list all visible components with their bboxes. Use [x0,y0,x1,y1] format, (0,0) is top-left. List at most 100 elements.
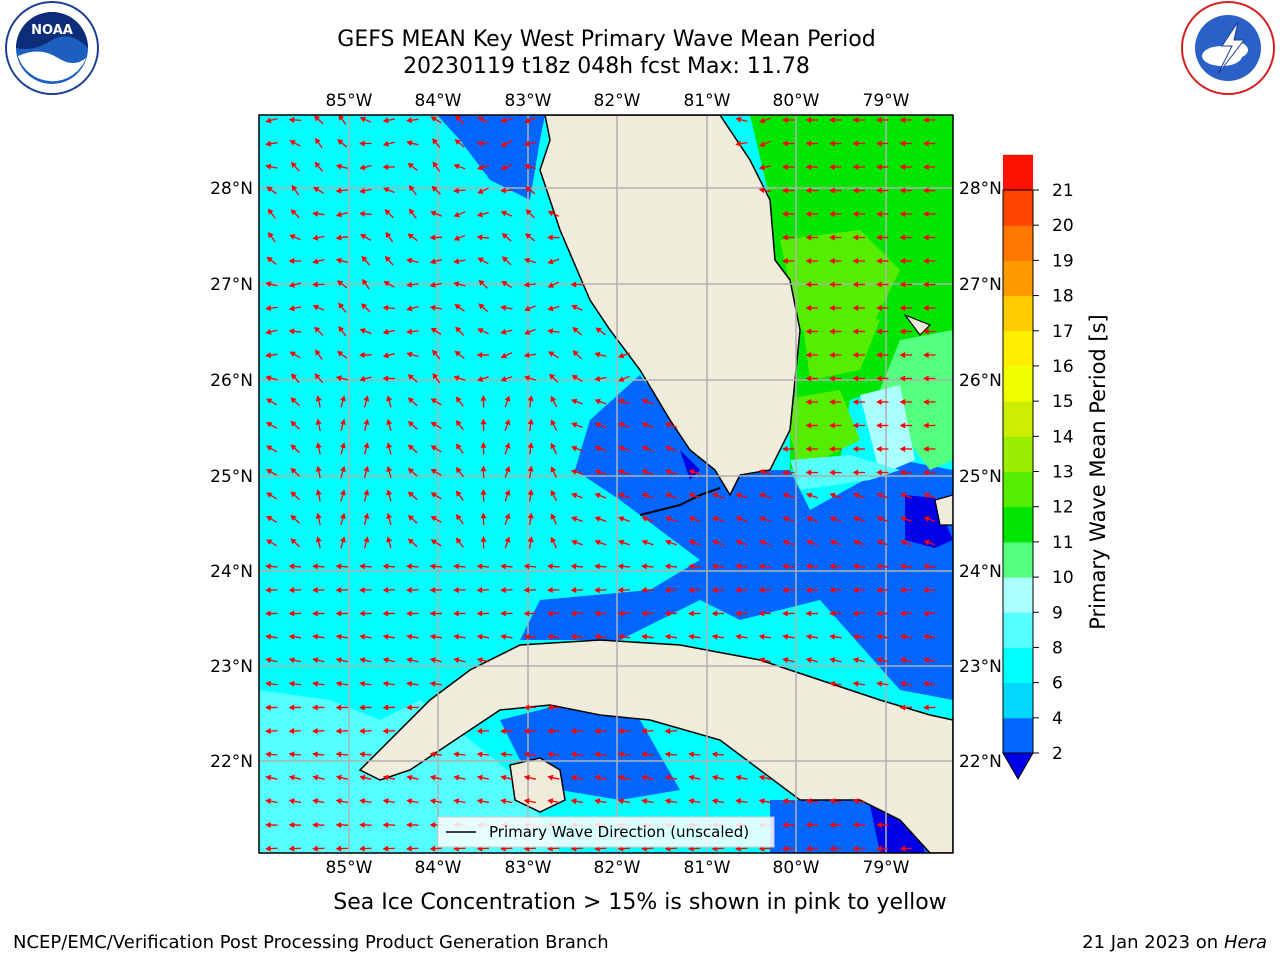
wave-arrow-head [782,587,788,594]
wave-arrow-head [359,328,366,334]
wave-arrow-head [525,209,532,216]
wave-arrow-head [594,587,600,594]
wave-arrow-head [363,536,370,543]
wave-arrow-head [382,164,389,171]
wave-arrow-head [291,373,297,380]
wave-arrow-head [782,821,788,828]
wave-arrow-head [429,563,436,570]
wave-arrow-head [829,257,835,265]
wave-arrow-head [523,563,530,570]
wave-arrow-head [782,516,789,522]
wave-arrow-head [429,845,436,852]
wave-arrow-head [571,469,578,475]
wave-arrow-head [430,445,437,451]
wave-arrow-head [288,633,295,640]
wave-arrow-head [688,774,695,781]
wave-arrow-head [829,610,835,617]
wave-arrow-head [312,281,318,288]
wave-arrow-head [571,375,578,381]
wave-arrow-head [617,798,624,805]
wave-arrow-head [594,774,601,781]
colorbar-segment [1003,225,1033,261]
wave-arrow-head [805,610,812,617]
wave-arrow-head [899,657,906,664]
wave-arrow-head [314,326,321,333]
wave-arrow-head [455,490,462,497]
colorbar-tick-label: 21 [1052,181,1074,201]
colorbar-tick-label: 17 [1052,322,1074,342]
footer-date-text: 21 Jan 2023 on [1082,932,1224,953]
wave-arrow-head [641,751,647,758]
wave-arrow-head [594,798,601,805]
wave-arrow-head [547,728,553,735]
wave-arrow-head [480,536,487,542]
wave-arrow-head [829,210,835,218]
wave-arrow-head [359,633,366,640]
wave-arrow-head [476,211,484,218]
wave-arrow-head [571,398,578,405]
colorbar-segment [1003,541,1033,578]
lat-label: 27°N [959,275,1002,295]
wave-arrow-head [852,257,859,265]
wave-arrow-head [805,563,812,570]
colorbar-tick-label: 13 [1052,463,1074,483]
wave-arrow-head [288,728,295,735]
wave-arrow-head [455,115,462,122]
wave-arrow-head [829,845,835,852]
wave-arrow-head [805,187,812,194]
wave-arrow-head [407,444,414,451]
wave-arrow-head [289,234,296,240]
wave-arrow-head [359,657,366,664]
wave-arrow-head [594,633,601,640]
wave-arrow-head [455,326,462,333]
wave-arrow-head [805,657,812,664]
wave-arrow-head [899,563,906,570]
wave-arrow-head [337,280,344,287]
wave-arrow-head [407,515,414,521]
wave-arrow-head [758,798,765,805]
wave-arrow-head [312,563,318,570]
wave-arrow-head [382,140,389,147]
wave-arrow-head [876,610,882,617]
wave-arrow-head [315,418,322,425]
wave-arrow-head [758,845,765,852]
wave-arrow-head [805,445,812,453]
lon-label: 84°W [415,91,462,111]
wave-arrow-head [547,305,554,312]
lat-label: 24°N [959,562,1002,582]
wave-arrow-head [923,351,929,359]
wave-arrow-head [363,465,370,472]
colorbar-segment [1003,260,1033,297]
wave-arrow-head [550,536,557,544]
wave-arrow-head [570,845,577,852]
wave-arrow-head [852,328,859,335]
wave-arrow-head [899,234,906,241]
wave-arrow-head [688,845,694,852]
wave-arrow-head [429,258,436,265]
wave-arrow-head [480,512,487,519]
wave-arrow-head [315,512,322,519]
wave-arrow-head [641,516,648,522]
wave-arrow-head [805,163,812,171]
lat-label: 23°N [959,657,1002,677]
wave-arrow-head [339,536,346,543]
wave-arrow-head [805,116,812,124]
wave-arrow-head [312,821,318,828]
wave-arrow-head [476,587,483,594]
wave-arrow-head [406,845,412,852]
colorbar-segment [1003,682,1033,719]
wave-arrow-head [453,798,460,805]
wave-arrow-head [923,704,929,711]
wave-arrow-head [359,610,365,617]
footer-branch: NCEP/EMC/Verification Post Processing Pr… [13,932,609,953]
wave-arrow-head [406,328,412,335]
wave-arrow-head [617,610,624,617]
wave-arrow-head [712,492,719,499]
wave-arrow-head [641,422,648,428]
wave-direction-arrows [265,115,936,852]
wave-arrow-head [453,610,459,617]
wave-arrow-head [571,422,578,428]
wave-arrow-head [899,610,906,617]
wave-arrow-head [759,141,766,147]
wave-arrow-head [571,516,578,522]
